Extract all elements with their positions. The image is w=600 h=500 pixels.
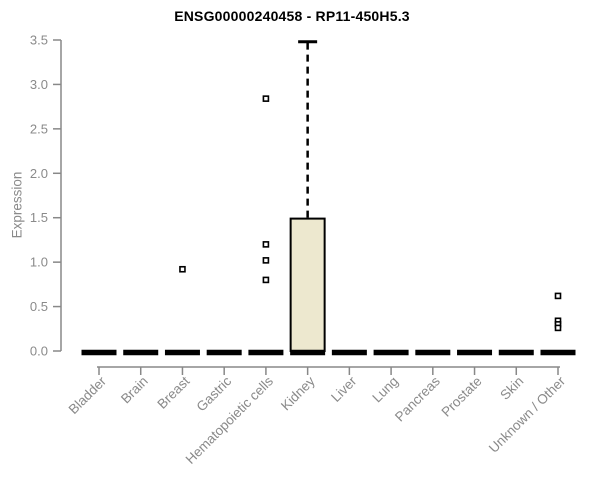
x-tick-label: Gastric <box>193 373 234 414</box>
x-tick-label: Kidney <box>278 373 318 413</box>
x-tick-label: Unknown / Other <box>486 373 569 456</box>
outlier-point <box>262 95 270 102</box>
x-tick-label: Brain <box>118 374 151 407</box>
median-line <box>498 349 534 356</box>
median-line <box>164 349 200 356</box>
outlier-point <box>554 292 562 300</box>
x-tick-label: Pancreas <box>392 373 443 424</box>
median-line <box>206 349 242 356</box>
outlier-point <box>262 276 270 284</box>
y-tick-label: 0.0 <box>30 344 48 359</box>
y-tick-label: 2.0 <box>30 166 48 181</box>
median-line <box>290 349 326 356</box>
outlier-point <box>262 241 270 248</box>
y-tick-label: 2.5 <box>30 121 48 136</box>
median-line <box>81 349 117 356</box>
y-tick-label: 1.5 <box>30 210 48 225</box>
y-tick-label: 1.0 <box>30 255 48 270</box>
outlier-point <box>262 257 270 264</box>
median-line <box>373 349 409 356</box>
outlier-point <box>179 265 186 273</box>
y-tick-label: 0.5 <box>30 299 48 314</box>
median-line <box>331 349 367 356</box>
median-line <box>540 349 576 356</box>
x-tick-label: Liver <box>328 373 360 405</box>
median-line <box>123 349 159 356</box>
median-line <box>457 349 493 356</box>
y-tick-label: 3.0 <box>30 77 48 92</box>
y-tick-label: 3.5 <box>30 33 48 48</box>
outlier-point <box>554 324 562 332</box>
box <box>289 217 326 352</box>
median-line <box>415 349 451 356</box>
x-tick-label: Breast <box>154 373 192 411</box>
median-line <box>248 349 284 356</box>
x-tick-label: Skin <box>497 374 526 403</box>
x-tick-label: Bladder <box>66 373 110 417</box>
x-tick-label: Lung <box>369 374 401 406</box>
x-tick-label: Prostate <box>439 374 485 420</box>
chart-title: ENSG00000240458 - RP11-450H5.3 <box>174 8 410 24</box>
